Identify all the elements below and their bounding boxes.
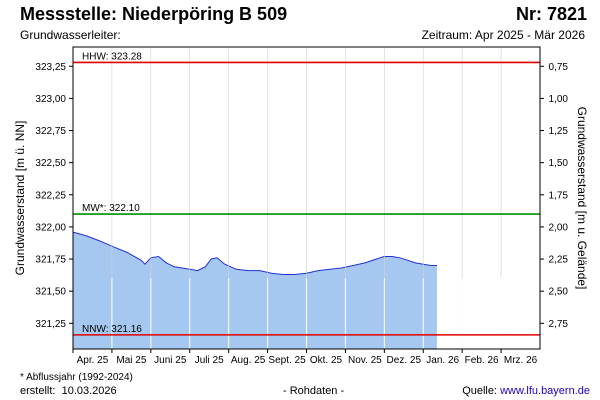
y-axis-title: Grundwasserstand [m ü. NN] xyxy=(13,121,27,276)
y2-tick-label: 2,75 xyxy=(549,319,569,330)
axis-layer: 321,25 321,50 321,75 322,00 322,25 322,50 322,… xyxy=(13,46,589,366)
x-tick-label: Mai 25 xyxy=(116,355,146,366)
x-tick-label: Aug. 25 xyxy=(231,355,266,366)
raw-data-note: - Rohdaten - xyxy=(283,385,345,397)
level-line xyxy=(72,231,437,275)
created-date: 10.03.2026 xyxy=(61,385,117,397)
y2-tick-label: 2,00 xyxy=(549,222,569,233)
footnote: * Abflussjahr (1992-2024) xyxy=(20,372,133,383)
x-tick-label: Jan. 26 xyxy=(426,355,459,366)
source-link[interactable]: www.lfu.bayern.de xyxy=(500,385,590,397)
y-tick-label: 322,50 xyxy=(35,158,66,169)
y2-axis-title: Grundwasserstand [m u. Gelände] xyxy=(575,107,589,290)
y-tick-label: 321,50 xyxy=(35,287,66,298)
y2-tick-label: 1,25 xyxy=(549,126,569,137)
station-number: Nr: 7821 xyxy=(515,4,587,24)
created-info: erstellt: 10.03.2026 xyxy=(20,385,117,397)
nnw-label: NNW: 321.16 xyxy=(82,324,142,335)
y2-tick-label: 2,25 xyxy=(549,255,569,266)
hhw-label: HHW: 323.28 xyxy=(82,51,142,62)
y-tick-label: 322,00 xyxy=(35,222,66,233)
y-tick-label: 321,25 xyxy=(35,319,66,330)
y-tick-label: 322,25 xyxy=(35,190,66,201)
x-tick-label: Sept. 25 xyxy=(268,355,306,366)
y-tick-label: 323,00 xyxy=(35,94,66,105)
y-tick-label: 321,75 xyxy=(35,255,66,266)
page-title: Messstelle: Niederpöring B 509 xyxy=(20,4,288,24)
source-label: Quelle: xyxy=(462,385,498,397)
x-tick-label: Nov. 25 xyxy=(348,355,382,366)
x-tick-label: Juni 25 xyxy=(154,355,187,366)
plot-layer: HHW: 323.28 MW*: 322.10 NNW: 321.16 xyxy=(72,47,540,349)
y2-tick-label: 2,50 xyxy=(549,287,569,298)
aquifer-label: Grundwasserleiter: xyxy=(20,28,121,42)
y2-tick-label: 0,75 xyxy=(549,62,569,73)
created-label: erstellt: xyxy=(20,385,56,397)
y-tick-label: 323,25 xyxy=(35,62,66,73)
y-tick-label: 322,75 xyxy=(35,126,66,137)
x-tick-label: Okt. 25 xyxy=(310,355,343,366)
x-tick-label: Juli 25 xyxy=(195,355,224,366)
x-tick-label: Feb. 26 xyxy=(465,355,499,366)
mw-label: MW*: 322.10 xyxy=(82,203,140,214)
y2-tick-label: 1,75 xyxy=(549,190,569,201)
x-tick-label: Apr. 25 xyxy=(77,355,109,366)
source-info: Quelle: www.lfu.bayern.de xyxy=(462,385,590,397)
y2-tick-label: 1,50 xyxy=(549,158,569,169)
y2-tick-label: 1,00 xyxy=(549,94,569,105)
x-tick-label: Dez. 25 xyxy=(387,355,422,366)
period-label: Zeitraum: Apr 2025 - Mär 2026 xyxy=(421,28,585,42)
x-tick-label: Mrz. 26 xyxy=(504,355,538,366)
